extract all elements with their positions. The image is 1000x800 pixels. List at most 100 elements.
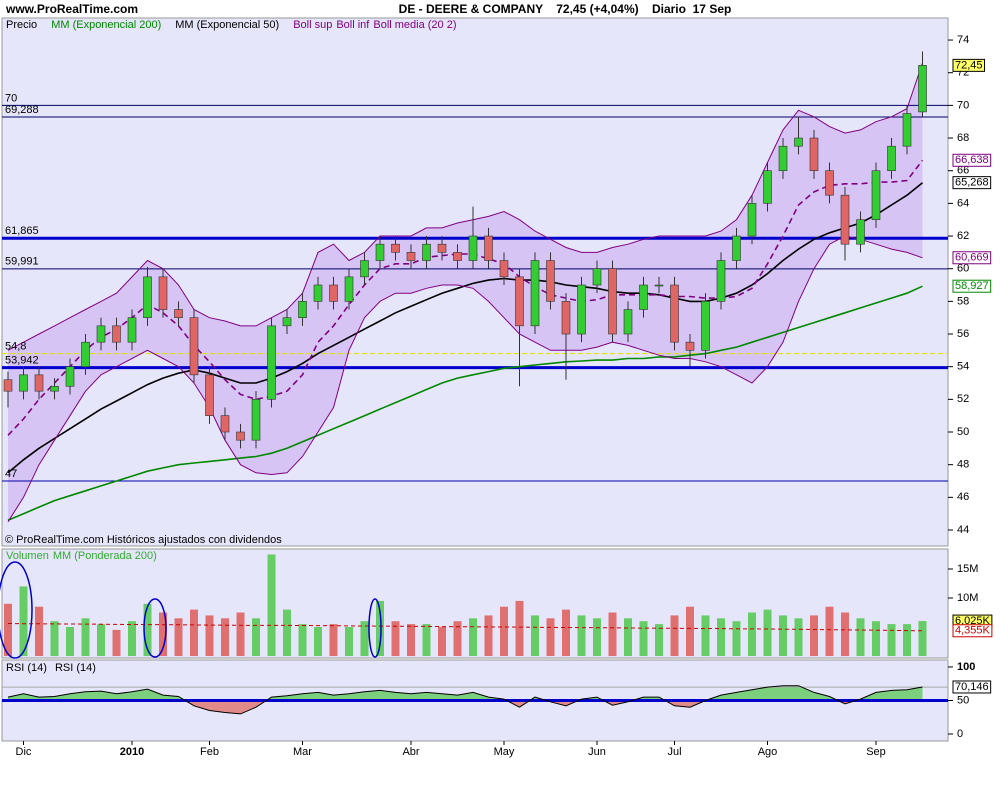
legend-entry: RSI (14) [6,662,47,674]
last-value-box [952,153,992,167]
candle-body [205,374,214,416]
price-layer [2,51,948,523]
legend-entry: MM (Exponencial 50) [175,19,279,31]
volume-bar [531,615,539,657]
y-tick-label: 74 [957,34,969,46]
volume-bar [267,554,276,657]
annotation-ellipse [0,561,33,659]
rsi-line [7,685,923,715]
y-tick-label: 54 [957,361,969,373]
volume-bar [624,618,632,657]
legend-entry: Boll inf [336,19,370,31]
volume-bar [236,612,245,657]
volume-bar [825,606,834,657]
annotation-ellipse [143,598,167,658]
y-tick-label: 58 [957,295,969,307]
x-tick-label: Feb [200,746,219,758]
candle-body [484,235,493,261]
volume-bar [717,618,725,657]
volume-bar [50,621,59,657]
candle-body [515,276,524,327]
volume-bar [500,606,508,657]
volume-bar [872,621,880,657]
last-value-label: 4,355K [955,625,991,637]
last-value-box [952,279,992,293]
y-tick-label: 100 [957,661,975,673]
candle-body [127,317,137,343]
x-tick-label: Sep [866,746,886,758]
candle-body [468,235,478,261]
last-value-label: 65,268 [955,177,989,189]
site-header: www.ProRealTime.com [5,2,138,16]
chart-title: DE - DEERE & COMPANY 72,45 (+4,04%) Diar… [399,2,732,16]
candle-body [267,325,276,400]
annotation-ellipse [368,598,382,658]
volume-layer [4,554,927,657]
last-value-label: 72,45 [955,59,983,71]
legend-entry: Boll media (20 2) [373,19,456,31]
x-tick-label: Dic [16,746,32,758]
candle-body [391,243,400,253]
volume-bar [918,621,927,657]
candle-body [406,252,416,261]
candle-body [871,170,881,220]
candle-body [282,317,292,327]
y-tick-label: 56 [957,328,969,340]
y-tick-label: 10M [957,592,978,604]
indicator-line [7,285,923,521]
candle-body [189,317,199,376]
candle-body [81,341,90,367]
candle-body [344,276,354,302]
volume-bar [81,618,90,657]
volume-bar [190,609,198,657]
volume-bar [376,600,384,657]
volume-bar [732,621,741,657]
copyright-note: © ProRealTime.com Históricos ajustados c… [5,534,282,546]
level-label: 53,942 [5,355,39,367]
candle-body [530,260,540,327]
last-value-box [952,58,986,72]
volume-bar [35,606,43,657]
candle-body [747,203,757,237]
indicator-line [7,235,923,523]
last-value-label: 60,669 [955,252,989,264]
candle-body [856,219,865,245]
volume-bar [639,621,648,657]
y-tick-label: 50 [957,694,969,706]
text-layer: www.ProRealTime.com DE - DEERE & COMPANY… [5,2,993,758]
candle-body [65,366,75,387]
volume-bar [159,612,167,657]
volume-bar [887,624,896,657]
volume-bar [810,615,818,657]
candle-body [887,145,896,172]
x-tick-label: Abr [402,746,419,758]
volume-bar [748,612,756,657]
last-value-label: 6,025K [955,615,991,627]
candle-body [577,284,586,335]
y-tick-label: 46 [957,491,969,503]
legend-entry: Precio [6,19,37,31]
candle-body [701,301,710,351]
legend-entry: MM (Ponderada 200) [53,550,157,562]
last-value-label: 66,638 [955,154,989,166]
candle-body [360,260,369,278]
candle-body [3,379,13,392]
volume-bar [701,615,710,657]
candle-body [778,145,788,172]
candle-body [561,301,571,335]
candle-body [236,431,245,441]
candle-body [592,268,602,286]
volume-bar [469,618,477,657]
volume-bar [314,627,322,657]
candle-body [825,170,834,196]
y-tick-label: 15M [957,563,978,575]
volume-bar [577,615,586,657]
bollinger-band-fill [8,62,923,522]
candle-body [437,243,447,253]
candle-body [499,260,509,278]
candle-body [158,276,168,310]
volume-bar [205,615,214,657]
volume-bar [453,621,462,657]
last-value-label: 58,927 [955,280,989,292]
